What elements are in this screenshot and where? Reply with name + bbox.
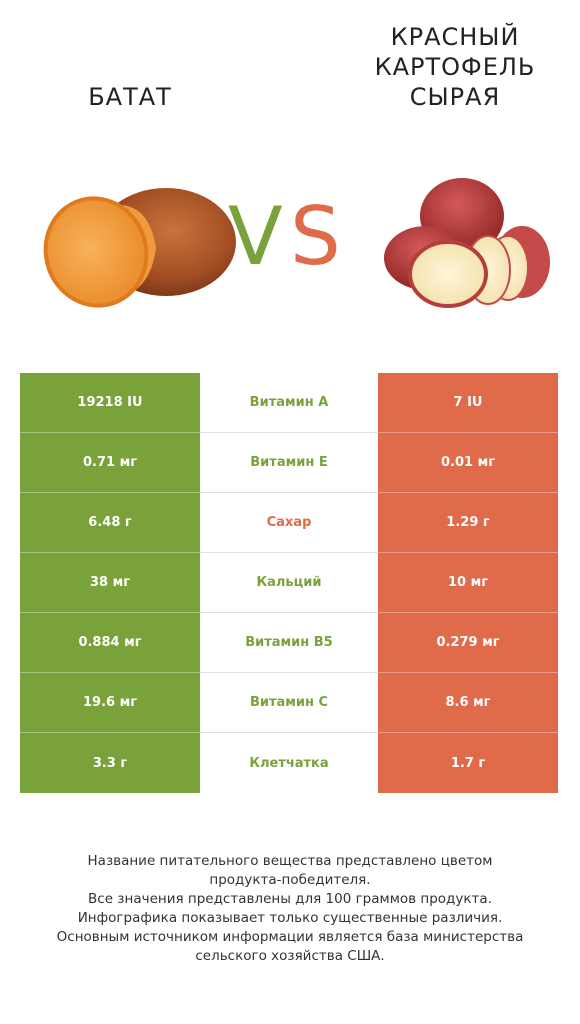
left-value-cell: 19218 IU xyxy=(20,373,200,433)
right-value-cell: 0.01 мг xyxy=(378,433,558,493)
footnote-line: Все значения представлены для 100 граммо… xyxy=(88,891,492,907)
table-row: 3.3 г Клетчатка 1.7 г xyxy=(20,733,558,793)
nutrient-name-cell: Витамин A xyxy=(200,373,378,433)
right-value-cell: 10 мг xyxy=(378,553,558,613)
nutrient-name-cell: Сахар xyxy=(200,493,378,553)
footnote: Название питательного вещества представл… xyxy=(20,852,560,966)
left-value-cell: 6.48 г xyxy=(20,493,200,553)
left-value-cell: 0.884 мг xyxy=(20,613,200,673)
left-value-cell: 3.3 г xyxy=(20,733,200,793)
left-value-cell: 0.71 мг xyxy=(20,433,200,493)
table-row: 0.884 мг Витамин B5 0.279 мг xyxy=(20,613,558,673)
vs-s-letter: S xyxy=(290,190,341,283)
sweet-potato-image xyxy=(43,188,236,308)
nutrient-name-cell: Клетчатка xyxy=(200,733,378,793)
vs-v-letter: V xyxy=(228,190,283,283)
footnote-line: Основным источником информации является … xyxy=(56,929,524,964)
nutrient-name-cell: Витамин C xyxy=(200,673,378,733)
right-product-title: КРАСНЫЙ КАРТОФЕЛЬ СЫРАЯ xyxy=(374,23,536,111)
nutrient-name-cell: Витамин B5 xyxy=(200,613,378,673)
vs-emblem: V S xyxy=(222,190,352,286)
red-potato-image xyxy=(384,178,550,308)
table-row: 38 мг Кальций 10 мг xyxy=(20,553,558,613)
table-row: 19.6 мг Витамин C 8.6 мг xyxy=(20,673,558,733)
left-value-cell: 38 мг xyxy=(20,553,200,613)
footnote-line: Инфографика показывает только существенн… xyxy=(77,910,503,926)
table-row: 6.48 г Сахар 1.29 г xyxy=(20,493,558,553)
right-value-cell: 0.279 мг xyxy=(378,613,558,673)
left-value-cell: 19.6 мг xyxy=(20,673,200,733)
left-product-title: БАТАТ xyxy=(88,83,172,111)
right-value-cell: 1.29 г xyxy=(378,493,558,553)
nutrient-name-cell: Витамин E xyxy=(200,433,378,493)
footnote-line: Название питательного вещества представл… xyxy=(87,853,493,888)
right-value-cell: 1.7 г xyxy=(378,733,558,793)
table-row: 0.71 мг Витамин E 0.01 мг xyxy=(20,433,558,493)
nutrient-name-cell: Кальций xyxy=(200,553,378,613)
right-value-cell: 8.6 мг xyxy=(378,673,558,733)
right-value-cell: 7 IU xyxy=(378,373,558,433)
